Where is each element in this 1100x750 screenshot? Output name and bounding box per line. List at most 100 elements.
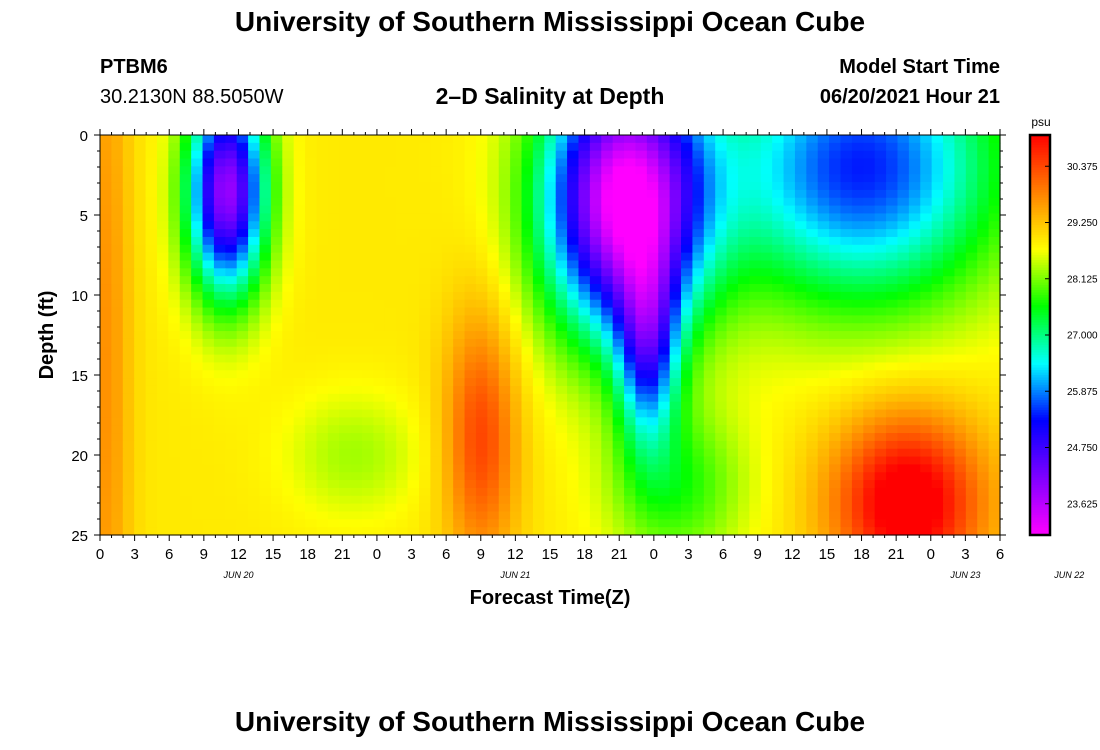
heat-cell xyxy=(213,354,226,364)
heat-cell xyxy=(453,150,466,160)
heat-cell xyxy=(612,417,625,426)
heat-cell xyxy=(897,142,910,152)
heat-cell xyxy=(407,260,420,269)
heat-cell xyxy=(578,229,591,238)
heat-cell xyxy=(111,331,124,340)
heat-cell xyxy=(601,182,614,191)
heat-cell xyxy=(259,197,272,207)
heat-cell xyxy=(783,409,796,418)
heat-cell xyxy=(726,135,739,144)
x-tick-label: 6 xyxy=(442,546,450,563)
heat-cell xyxy=(156,346,169,356)
heat-cell xyxy=(965,464,978,473)
heat-cell xyxy=(134,150,147,160)
heat-cell xyxy=(829,142,842,152)
heat-cell xyxy=(293,393,306,403)
x-axis-label: Forecast Time(Z) xyxy=(470,587,631,609)
heat-cell xyxy=(851,440,864,450)
heat-cell xyxy=(225,464,238,473)
heat-cell xyxy=(851,229,864,238)
heat-cell xyxy=(498,205,511,215)
heat-cell xyxy=(396,503,409,513)
heat-cell xyxy=(111,291,124,301)
heat-cell xyxy=(658,346,671,356)
heat-cell xyxy=(612,472,625,481)
heat-cell xyxy=(863,268,876,277)
heat-cell xyxy=(635,213,648,222)
heat-cell xyxy=(510,425,523,434)
heat-cell xyxy=(418,495,431,505)
heat-cell xyxy=(988,511,1001,520)
heat-cell xyxy=(259,205,272,215)
heat-cell xyxy=(111,182,124,191)
heat-cell xyxy=(487,213,500,222)
heat-cell xyxy=(715,252,728,262)
heat-cell xyxy=(145,174,158,183)
heat-cell xyxy=(851,433,864,442)
heat-cell xyxy=(350,503,363,513)
heat-cell xyxy=(794,480,807,489)
heat-cell xyxy=(612,221,625,230)
heat-cell xyxy=(715,527,728,536)
heat-cell xyxy=(863,527,876,536)
heat-cell xyxy=(396,370,409,379)
x-tick-label: 21 xyxy=(611,546,628,563)
heat-cell xyxy=(601,166,614,175)
heat-cell xyxy=(293,291,306,301)
heat-cell xyxy=(669,166,682,175)
heat-cell xyxy=(510,338,523,348)
heat-cell xyxy=(396,425,409,434)
heat-cell xyxy=(396,244,409,254)
heat-cell xyxy=(418,440,431,450)
heat-cell xyxy=(794,440,807,450)
heat-cell xyxy=(863,487,876,497)
heat-cell xyxy=(544,409,557,418)
colorbar-swatch xyxy=(1030,217,1050,221)
heat-cell xyxy=(156,221,169,230)
model-start-time: 06/20/2021 Hour 21 xyxy=(819,86,1000,108)
heat-cell xyxy=(339,221,352,230)
heat-cell xyxy=(487,503,500,513)
heat-cell xyxy=(305,205,318,215)
heat-cell xyxy=(555,472,568,481)
heat-cell xyxy=(874,409,887,418)
heat-cell xyxy=(920,276,933,285)
heat-cell xyxy=(749,354,762,364)
heat-cell xyxy=(111,197,124,207)
heat-cell xyxy=(863,331,876,340)
heat-cell xyxy=(589,150,602,160)
heat-cell xyxy=(612,362,625,371)
heat-cell xyxy=(305,142,318,152)
heat-cell xyxy=(270,166,283,175)
heat-cell xyxy=(965,354,978,364)
heat-cell xyxy=(624,284,637,293)
heat-cell xyxy=(578,409,591,418)
heat-cell xyxy=(259,142,272,152)
heat-cell xyxy=(202,150,215,160)
colorbar-swatch xyxy=(1030,227,1050,231)
heat-cell xyxy=(703,354,716,364)
heat-cell xyxy=(794,236,807,246)
heat-cell xyxy=(316,472,329,481)
heat-cell xyxy=(213,487,226,497)
heat-cell xyxy=(156,409,169,418)
heat-cell xyxy=(532,480,545,489)
heat-cell xyxy=(578,385,591,395)
heat-cell xyxy=(669,331,682,340)
heat-cell xyxy=(510,448,523,458)
heat-cell xyxy=(259,401,272,411)
heat-cell xyxy=(589,166,602,175)
heat-cell xyxy=(202,417,215,426)
heat-cell xyxy=(270,433,283,442)
heat-cell xyxy=(624,166,637,175)
heat-cell xyxy=(840,503,853,513)
heat-cell xyxy=(737,354,750,364)
heat-cell xyxy=(441,346,454,356)
heat-cell xyxy=(555,244,568,254)
heat-cell xyxy=(532,268,545,277)
heat-cell xyxy=(418,511,431,520)
heat-cell xyxy=(544,299,557,309)
heat-cell xyxy=(362,252,375,262)
heat-cell xyxy=(100,291,112,301)
heat-cell xyxy=(908,182,921,191)
